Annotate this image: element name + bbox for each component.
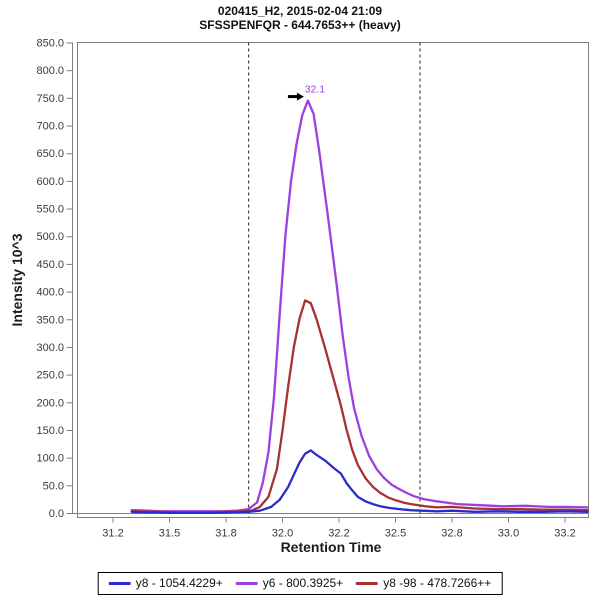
peak-rt-annotation[interactable]: 32.1 (305, 84, 326, 96)
chart-title: 020415_H2, 2015-02-04 21:09 (217, 4, 383, 18)
y-tick-label: 650.0 (36, 148, 64, 160)
x-tick-label: 32.0 (272, 528, 293, 540)
y-tick-label: 500.0 (36, 231, 64, 243)
legend-label: y6 - 800.3925+ (262, 576, 344, 590)
y-tick-label: 250.0 (36, 370, 64, 382)
y-tick-label: 350.0 (36, 314, 64, 326)
chart-subtitle: SFSSPENFQR - 644.7653++ (heavy) (199, 18, 401, 32)
legend-item: y8 - 1054.4229+ (108, 576, 223, 590)
series-line-0[interactable] (130, 99, 589, 513)
y-tick-label: 450.0 (36, 259, 64, 271)
y-tick-label: 400.0 (36, 287, 64, 299)
legend-item: y8 -98 - 478.7266++ (356, 576, 491, 590)
y-tick-label: 600.0 (36, 176, 64, 188)
x-tick-label: 31.8 (215, 528, 236, 540)
series-line-2[interactable] (130, 449, 589, 515)
x-tick-label: 32.5 (385, 528, 406, 540)
y-tick-label: 100.0 (36, 453, 64, 465)
y-tick-label: 800.0 (36, 65, 64, 77)
x-tick-label: 31.2 (102, 528, 123, 540)
legend-label: y8 -98 - 478.7266++ (383, 576, 492, 590)
legend-box: y8 - 1054.4229+ y6 - 800.3925+ y8 -98 - 47… (97, 572, 503, 595)
x-tick-label: 32.2 (328, 528, 349, 540)
y-tick-label: 850.0 (36, 38, 64, 50)
legend-line-swatch (235, 581, 258, 585)
y-tick-label: 200.0 (36, 397, 64, 409)
legend-label: y8 - 1054.4229+ (135, 576, 223, 590)
legend-item: y6 - 800.3925+ (235, 576, 344, 590)
y-tick-label: 550.0 (36, 204, 64, 216)
legend-line-swatch (108, 581, 131, 585)
plot-frame (77, 42, 589, 518)
y-tick-label: 0.0 (49, 508, 64, 520)
peak-arrow-head-icon (296, 92, 304, 101)
y-tick-label: 50.0 (43, 480, 64, 492)
legend-line-swatch (356, 581, 379, 585)
y-tick-label: 150.0 (36, 425, 64, 437)
y-tick-label: 300.0 (36, 342, 64, 354)
x-axis-title: Retention Time (281, 539, 382, 555)
x-tick-label: 33.0 (498, 528, 519, 540)
y-tick-label: 750.0 (36, 93, 64, 105)
x-tick-label: 33.2 (554, 528, 575, 540)
x-tick-label: 31.5 (159, 528, 180, 540)
x-tick-label: 32.8 (441, 528, 462, 540)
y-tick-label: 700.0 (36, 121, 64, 133)
series-line-1[interactable] (130, 299, 589, 514)
y-axis-title: Intensity 10^3 (9, 233, 25, 326)
